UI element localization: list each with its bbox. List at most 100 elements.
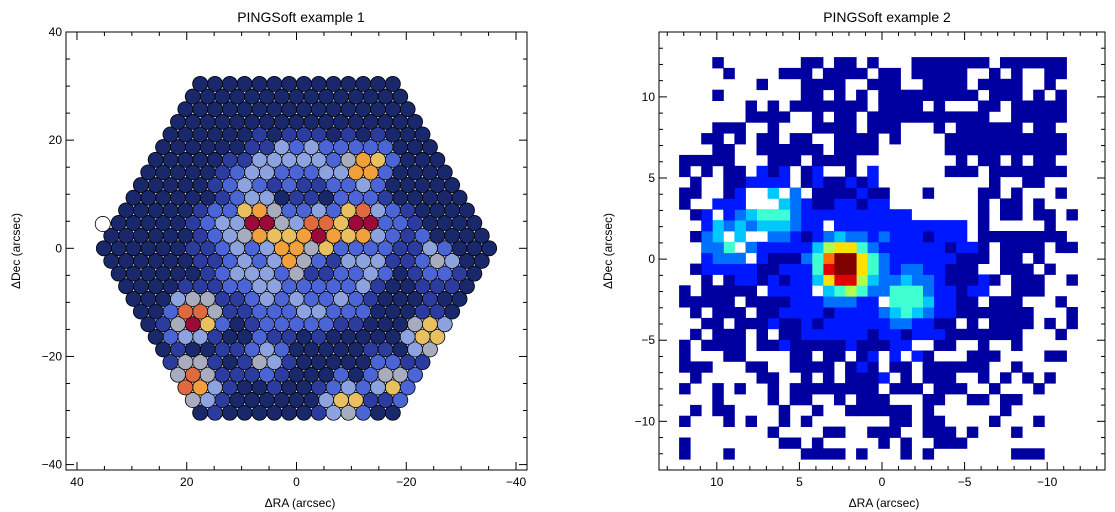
pixel xyxy=(845,176,857,188)
pixel xyxy=(955,122,968,134)
pixel xyxy=(745,100,757,112)
pixel xyxy=(889,67,901,80)
pixel xyxy=(789,263,802,275)
pixel xyxy=(778,241,791,254)
pixel xyxy=(966,165,979,178)
pixel xyxy=(966,133,979,145)
pixel xyxy=(989,231,1001,243)
pixel xyxy=(679,285,691,297)
pixel xyxy=(1055,296,1067,308)
pixel xyxy=(878,426,890,438)
pixel xyxy=(955,285,968,297)
pixel xyxy=(955,89,968,101)
pixel xyxy=(767,339,780,351)
pixel xyxy=(1044,231,1056,243)
pixel xyxy=(922,426,935,438)
pixel xyxy=(734,328,746,341)
pixel xyxy=(834,339,846,351)
flux-map-2 xyxy=(679,57,1078,460)
pixel xyxy=(922,415,935,427)
x-tick-label: 10 xyxy=(710,475,724,489)
pixel xyxy=(800,263,813,275)
pixel xyxy=(756,274,768,286)
pixel xyxy=(845,122,857,134)
pixel xyxy=(911,241,923,254)
pixel xyxy=(878,317,890,330)
pixel xyxy=(944,274,957,286)
pixel xyxy=(1055,144,1067,156)
pixel xyxy=(944,426,957,438)
pixel xyxy=(834,209,846,221)
pixel xyxy=(800,57,813,69)
pixel xyxy=(911,89,923,101)
pixel xyxy=(922,317,935,330)
pixel xyxy=(878,187,890,199)
pixel xyxy=(1022,111,1034,123)
spaxel xyxy=(266,75,283,92)
pixel xyxy=(911,296,923,308)
pixel xyxy=(1000,209,1012,221)
pixel xyxy=(845,187,857,199)
pixel xyxy=(867,231,879,243)
pixel xyxy=(878,198,890,210)
pixel xyxy=(856,89,868,101)
pixel xyxy=(701,154,713,167)
pixel xyxy=(778,165,791,178)
pixel xyxy=(989,144,1001,156)
pixel xyxy=(1011,328,1023,341)
pixel xyxy=(944,78,957,91)
pixel xyxy=(900,437,912,449)
pixel xyxy=(723,165,735,178)
pixel xyxy=(933,122,946,134)
pixel xyxy=(977,187,990,199)
pixel xyxy=(900,274,912,286)
pixel xyxy=(800,339,813,351)
pixel xyxy=(977,133,990,145)
pixel xyxy=(789,100,802,112)
pixel xyxy=(889,361,901,373)
pixel xyxy=(955,111,968,123)
pixel xyxy=(811,154,824,167)
pixel xyxy=(900,209,912,221)
pixel xyxy=(834,263,846,275)
pixel xyxy=(756,165,768,178)
pixel xyxy=(1011,78,1023,91)
pixel xyxy=(845,339,857,351)
pixel xyxy=(944,296,957,308)
pixel xyxy=(878,328,890,341)
pixel xyxy=(944,317,957,330)
pixel xyxy=(933,394,946,406)
spaxel xyxy=(140,164,157,181)
pixel xyxy=(834,67,846,80)
pixel xyxy=(767,383,780,395)
pixel xyxy=(745,209,757,221)
pixel xyxy=(811,404,824,417)
pixel xyxy=(767,426,780,438)
pixel xyxy=(1033,274,1045,286)
spaxel xyxy=(140,316,157,333)
pixel xyxy=(955,57,968,69)
pixel xyxy=(944,231,957,243)
pixel xyxy=(922,448,935,460)
pixel xyxy=(767,394,780,406)
spaxel xyxy=(118,278,135,295)
pixel xyxy=(1011,133,1023,145)
pixel xyxy=(955,78,968,91)
pixel xyxy=(834,111,846,123)
pixel xyxy=(834,350,846,362)
pixel xyxy=(1011,154,1023,167)
pixel xyxy=(944,307,957,319)
pixel xyxy=(867,328,879,341)
pixel xyxy=(845,241,857,254)
y-tick-label: 40 xyxy=(49,25,63,39)
pixel xyxy=(878,252,890,264)
pixel xyxy=(1033,198,1045,210)
pixel xyxy=(800,350,813,362)
pixel xyxy=(933,437,946,449)
pixel xyxy=(811,144,824,156)
pixel xyxy=(900,220,912,232)
pixel xyxy=(922,328,935,341)
pixel xyxy=(955,263,968,275)
spaxel xyxy=(310,75,327,92)
